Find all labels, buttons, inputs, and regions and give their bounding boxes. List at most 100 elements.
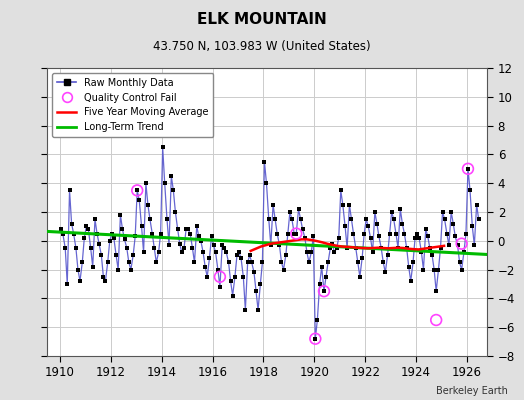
Point <box>392 230 400 237</box>
Point <box>279 266 288 273</box>
Point <box>105 238 114 244</box>
Point <box>167 173 176 179</box>
Point <box>324 259 332 266</box>
Point <box>91 216 99 222</box>
Point <box>387 209 396 215</box>
Point <box>169 187 178 194</box>
Point <box>237 255 245 261</box>
Point <box>220 245 228 251</box>
Point <box>313 317 322 323</box>
Point <box>180 245 188 251</box>
Point <box>460 249 468 256</box>
Point <box>430 266 439 273</box>
Point <box>334 235 343 241</box>
Point <box>345 202 354 208</box>
Point <box>277 259 286 266</box>
Point <box>462 230 470 237</box>
Point <box>428 252 436 258</box>
Point <box>405 264 413 270</box>
Point <box>409 259 417 266</box>
Point <box>129 252 137 258</box>
Point <box>451 233 460 240</box>
Point <box>298 226 307 232</box>
Point <box>241 307 249 313</box>
Point <box>112 252 121 258</box>
Point <box>373 220 381 227</box>
Point <box>252 288 260 294</box>
Point <box>116 212 125 218</box>
Point <box>265 216 273 222</box>
Point <box>244 259 252 266</box>
Point <box>250 269 258 276</box>
Point <box>336 187 345 194</box>
Point <box>218 242 226 248</box>
Text: ELK MOUNTAIN: ELK MOUNTAIN <box>197 12 327 27</box>
Point <box>271 216 279 222</box>
Text: Berkeley Earth: Berkeley Earth <box>436 386 508 396</box>
Point <box>449 220 457 227</box>
Point <box>421 226 430 232</box>
Point <box>375 233 383 240</box>
Point <box>214 266 222 273</box>
Point <box>69 230 78 237</box>
Legend: Raw Monthly Data, Quality Control Fail, Five Year Moving Average, Long-Term Tren: Raw Monthly Data, Quality Control Fail, … <box>52 73 213 137</box>
Point <box>89 264 97 270</box>
Point <box>118 226 127 232</box>
Point <box>303 249 311 256</box>
Point <box>137 223 146 230</box>
Point <box>114 266 122 273</box>
Point <box>184 226 192 232</box>
Point <box>439 209 447 215</box>
Point <box>133 187 141 194</box>
Point <box>350 230 358 237</box>
Point <box>432 317 440 323</box>
Point <box>470 242 478 248</box>
Point <box>318 264 326 270</box>
Point <box>411 235 419 241</box>
Point <box>309 233 318 240</box>
Point <box>290 230 298 237</box>
Point <box>466 187 474 194</box>
Point <box>389 216 398 222</box>
Point <box>196 238 205 244</box>
Point <box>68 220 76 227</box>
Point <box>163 216 171 222</box>
Point <box>292 230 300 237</box>
Point <box>194 233 203 240</box>
Point <box>288 216 296 222</box>
Point <box>141 180 150 186</box>
Point <box>322 274 330 280</box>
Point <box>474 216 483 222</box>
Point <box>320 288 328 294</box>
Point <box>464 166 472 172</box>
Point <box>104 259 112 266</box>
Point <box>66 187 74 194</box>
Point <box>258 259 267 266</box>
Point <box>165 242 173 248</box>
Point <box>311 336 320 342</box>
Point <box>464 166 472 172</box>
Point <box>305 259 313 266</box>
Point <box>216 274 224 280</box>
Point <box>182 226 190 232</box>
Point <box>370 209 379 215</box>
Point <box>222 249 231 256</box>
Point <box>86 245 95 251</box>
Point <box>445 242 453 248</box>
Point <box>82 223 91 230</box>
Point <box>263 180 271 186</box>
Point <box>432 288 440 294</box>
Point <box>63 281 71 287</box>
Point <box>186 230 194 237</box>
Point <box>107 230 116 237</box>
Point <box>199 249 208 256</box>
Point <box>74 266 82 273</box>
Point <box>254 307 263 313</box>
Point <box>326 245 334 251</box>
Point <box>468 223 476 230</box>
Point <box>131 233 139 240</box>
Point <box>273 230 281 237</box>
Point <box>341 223 350 230</box>
Point <box>294 206 303 212</box>
Point <box>415 235 423 241</box>
